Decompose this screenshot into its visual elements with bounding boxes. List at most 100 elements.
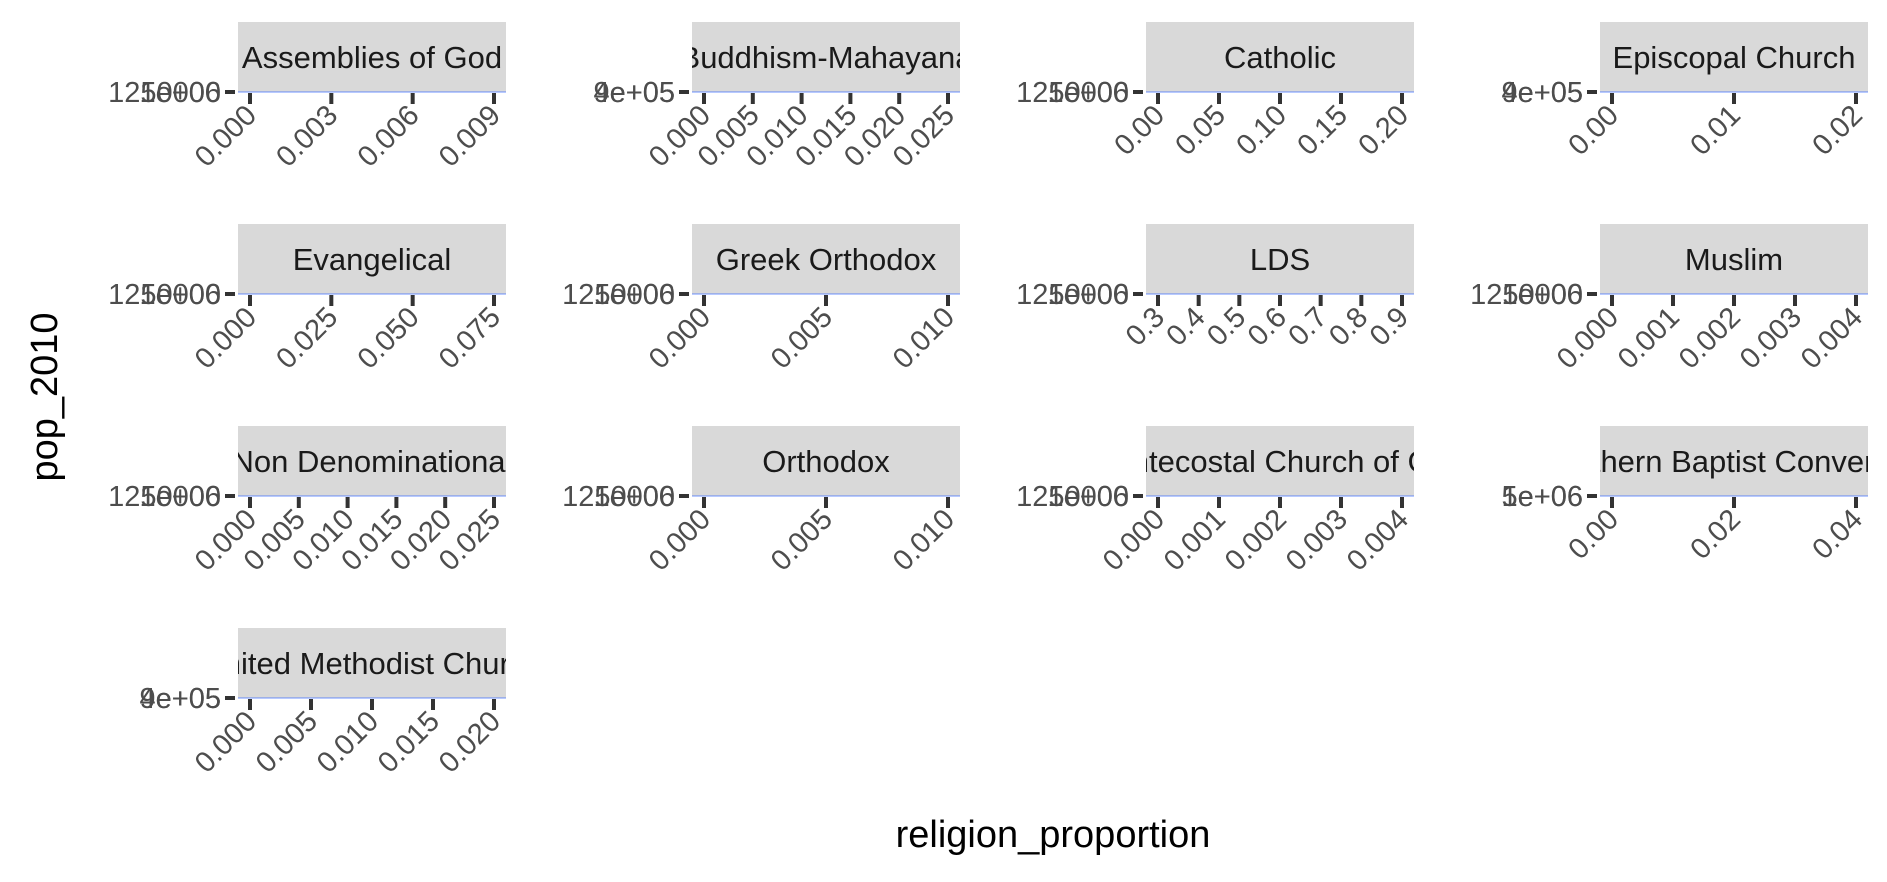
- y-tick-label: 1250000: [1016, 279, 1129, 311]
- facet-panel: Pentecostal Church of God1e+0612500000.0…: [1016, 426, 1415, 577]
- x-tick-label: 0.002: [1673, 301, 1747, 375]
- x-tick-label: 0.005: [250, 705, 324, 779]
- y-tick-label: 1e+06: [1048, 77, 1129, 109]
- y-tick-label: 9e+05: [594, 77, 675, 109]
- x-tick-label: 0.000: [643, 503, 717, 577]
- y-tick-label: 1250000: [1470, 279, 1583, 311]
- x-tick-label: 0.001: [1612, 301, 1686, 375]
- x-tick-label: 0.9: [1364, 301, 1415, 352]
- x-tick-label: 0.000: [189, 99, 263, 173]
- facet-strip: [692, 426, 960, 496]
- x-tick-label: 0.000: [1097, 503, 1171, 577]
- facet-strip: [1146, 22, 1414, 92]
- facet-strip: [692, 22, 960, 92]
- x-tick-label: 0.10: [1230, 99, 1293, 162]
- x-tick-label: 0.004: [1795, 301, 1869, 375]
- facet-strip-label: Assemblies of God: [242, 40, 502, 75]
- y-tick-label: 1e+06: [594, 279, 675, 311]
- facet-strip-label: LDS: [1250, 242, 1310, 277]
- y-tick-label: 4e+05: [1502, 77, 1583, 109]
- y-tick-label: 1e+06: [1502, 279, 1583, 311]
- x-tick-label: 0.015: [372, 705, 446, 779]
- x-tick-label: 0.010: [311, 705, 385, 779]
- x-tick-label: 0.000: [643, 301, 717, 375]
- facet-strip-label: Greek Orthodox: [716, 242, 937, 277]
- y-tick-label: 1e+06: [594, 481, 675, 513]
- x-tick-label: 0.009: [433, 99, 507, 173]
- x-tick-label: 0.02: [1684, 503, 1747, 566]
- facet-strip: [238, 426, 506, 496]
- y-axis-title: pop_2010: [24, 312, 66, 481]
- y-tick-label: 1e+06: [1502, 481, 1583, 513]
- x-tick-label: 0.05: [1169, 99, 1232, 162]
- y-tick-label: 9e+05: [1502, 77, 1583, 109]
- facet-strip-label: Episcopal Church: [1613, 40, 1856, 75]
- facet-strip-label: United Methodist Church: [201, 646, 542, 681]
- facet-strip: [1600, 224, 1868, 294]
- y-tick-label: 1250000: [1016, 77, 1129, 109]
- x-tick-label: 0.003: [1280, 503, 1354, 577]
- x-tick-label: 0.003: [270, 99, 344, 173]
- x-tick-label: 0.050: [352, 301, 426, 375]
- x-tick-label: 0.025: [270, 301, 344, 375]
- x-tick-label: 0.002: [1219, 503, 1293, 577]
- y-tick-label: 1250000: [108, 481, 221, 513]
- x-tick-label: 0.000: [1551, 301, 1625, 375]
- y-tick-label: 1250000: [108, 77, 221, 109]
- x-tick-label: 0.020: [433, 705, 507, 779]
- facet-strip: [1146, 224, 1414, 294]
- y-tick-label: 1e+06: [1048, 481, 1129, 513]
- facet-panel: United Methodist Church9e+054e+050.0000.…: [140, 628, 542, 779]
- y-tick-label: 1250000: [1016, 481, 1129, 513]
- facet-strip: [1600, 426, 1868, 496]
- y-tick-label: 1250000: [562, 481, 675, 513]
- x-tick-label: 0.01: [1684, 99, 1747, 162]
- facet-strip-label: Catholic: [1224, 40, 1336, 75]
- x-tick-label: 0.005: [765, 301, 839, 375]
- x-axis-title: religion_proportion: [896, 814, 1211, 856]
- facet-strip-label: Buddhism-Mahayana: [680, 40, 974, 75]
- x-tick-label: 0.15: [1291, 99, 1354, 162]
- facet-strip-label: Orthodox: [762, 444, 890, 479]
- facet-strip: [238, 22, 506, 92]
- x-tick-label: 0.005: [765, 503, 839, 577]
- facet-panel: Buddhism-Mahayana9e+054e+050.0000.0050.0…: [594, 22, 974, 173]
- x-tick-label: 0.04: [1806, 503, 1869, 566]
- y-tick-label: 1250000: [108, 279, 221, 311]
- facet-strip-label: Southern Baptist Convention: [1537, 444, 1887, 479]
- y-tick-label: 1e+06: [140, 77, 221, 109]
- y-tick-label: 1e+06: [1048, 279, 1129, 311]
- facet-strip: [1600, 22, 1868, 92]
- x-tick-label: 0.02: [1806, 99, 1869, 162]
- y-tick-label: 1e+06: [140, 279, 221, 311]
- x-tick-label: 0.010: [887, 301, 961, 375]
- facet-panel: Muslim 1e+0612500000.0000.0010.0020.0030.…: [1470, 224, 1869, 375]
- x-tick-label: 0.000: [189, 705, 263, 779]
- facet-strip: [1146, 426, 1414, 496]
- facet-panel: Non Denominational1e+0612500000.0000.005…: [108, 426, 513, 577]
- x-tick-label: 0.006: [352, 99, 426, 173]
- x-tick-label: 0.20: [1352, 99, 1415, 162]
- y-tick-label: 9e+05: [140, 683, 221, 715]
- x-tick-label: 0.010: [887, 503, 961, 577]
- facet-strip-label: Muslim: [1685, 242, 1783, 277]
- y-tick-label: 1250000: [562, 279, 675, 311]
- x-tick-label: 0.004: [1341, 503, 1415, 577]
- y-tick-label: 5e+06: [1502, 481, 1583, 513]
- facet-strip-label: Non Denominational: [232, 444, 513, 479]
- facet-strip: [692, 224, 960, 294]
- x-tick-label: 0.000: [189, 301, 263, 375]
- facet-strip: [238, 628, 506, 698]
- x-tick-label: 0.003: [1734, 301, 1808, 375]
- x-tick-label: 0.001: [1158, 503, 1232, 577]
- y-tick-label: 4e+05: [140, 683, 221, 715]
